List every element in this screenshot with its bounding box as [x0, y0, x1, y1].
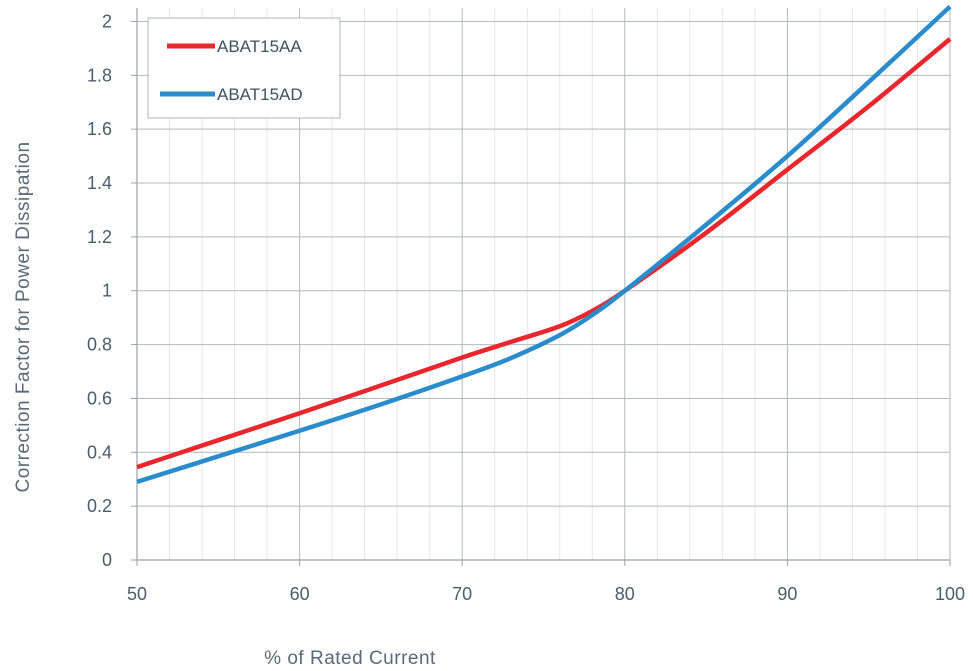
legend: ABAT15AA ABAT15AD: [147, 17, 341, 119]
y-tick-label: 1.6: [87, 119, 112, 139]
x-tick-label: 60: [290, 584, 310, 604]
minor-gridlines: [169, 8, 918, 560]
x-tick-label: 100: [935, 584, 965, 604]
y-tick-label: 0: [102, 550, 112, 570]
x-tick-label: 70: [452, 584, 472, 604]
series-lines: [136, 5, 952, 485]
y-tick-label: 0.2: [87, 496, 112, 516]
series-line-abat15aa: [136, 37, 952, 470]
y-tick-label: 1.2: [87, 227, 112, 247]
y-tick-labels: 0 0.2 0.4 0.6 0.8 1 1.2 1.4 1.6 1.8 2: [87, 11, 112, 570]
series-line-abat15ad: [136, 5, 952, 485]
y-tick-label: 0.6: [87, 388, 112, 408]
y-tick-label: 0.4: [87, 442, 112, 462]
y-tick-label: 2: [102, 11, 112, 31]
x-tick-labels: 50 60 70 80 90 100: [127, 584, 965, 604]
y-tick-label: 1.4: [87, 173, 112, 193]
legend-label-abat15aa: ABAT15AA: [217, 37, 302, 56]
axes: [131, 8, 951, 566]
x-tick-label: 90: [777, 584, 797, 604]
y-axis-title: Correction Factor for Power Dissipation: [13, 141, 34, 492]
legend-label-abat15ad: ABAT15AD: [217, 85, 303, 104]
x-tick-label: 50: [127, 584, 147, 604]
y-tick-label: 1: [102, 281, 112, 301]
x-axis-title: % of Rated Current: [264, 648, 436, 669]
y-tick-label: 1.8: [87, 65, 112, 85]
x-tick-label: 80: [615, 584, 635, 604]
y-tick-label: 0.8: [87, 335, 112, 355]
major-gridlines: [137, 8, 951, 560]
legend-box: [147, 17, 341, 119]
